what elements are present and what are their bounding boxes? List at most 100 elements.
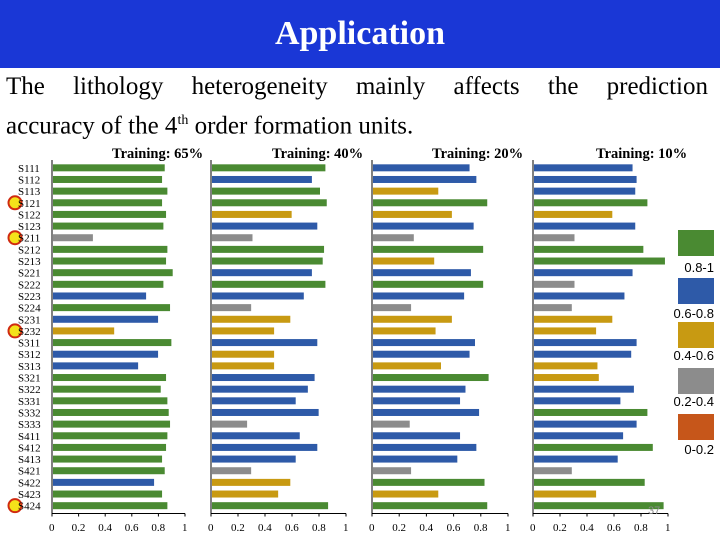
x-tick-label: 0.8 <box>634 522 648 534</box>
slide-title: Application <box>274 15 446 52</box>
x-tick-label: 1 <box>343 522 349 534</box>
bar <box>373 420 410 428</box>
bar <box>53 315 159 323</box>
bar <box>212 269 312 277</box>
description-superscript: th <box>177 113 189 128</box>
panel-title: Training: 40% <box>272 146 363 162</box>
bar <box>53 374 167 382</box>
bar <box>53 397 168 405</box>
category-label: S313 <box>18 361 41 373</box>
bar <box>373 432 461 440</box>
category-label: S331 <box>18 396 41 408</box>
bar <box>373 374 489 382</box>
bar <box>534 222 636 230</box>
bar <box>534 164 633 172</box>
panel-title: Training: 65% <box>112 146 203 162</box>
category-label: S211 <box>18 233 40 245</box>
x-tick-label: 0.6 <box>607 522 621 534</box>
bar <box>53 455 163 463</box>
bar <box>373 362 441 370</box>
bar <box>373 292 465 300</box>
bar <box>53 385 161 393</box>
legend-swatch <box>678 230 714 256</box>
category-label: S411 <box>18 431 40 443</box>
bar <box>212 432 300 440</box>
panel-title: Training: 20% <box>432 146 523 162</box>
bar <box>373 304 412 312</box>
bar <box>373 257 435 265</box>
bar <box>212 245 325 253</box>
bar <box>534 327 597 335</box>
category-label: S123 <box>18 221 41 233</box>
bar <box>373 350 470 358</box>
bar <box>212 467 252 475</box>
category-label: S212 <box>18 244 41 256</box>
bar <box>373 467 412 475</box>
bar <box>212 164 326 172</box>
bar <box>534 257 665 265</box>
bar <box>534 502 664 510</box>
bar <box>534 490 597 498</box>
bar <box>373 210 452 218</box>
bar <box>212 408 319 416</box>
bar <box>53 362 139 370</box>
category-label: S213 <box>18 256 41 268</box>
bar <box>373 455 458 463</box>
x-tick-label: 0.2 <box>231 522 245 534</box>
bar <box>373 397 461 405</box>
legend-swatch <box>678 278 714 304</box>
bar <box>373 478 485 486</box>
legend-label: 0.6-0.8 <box>673 306 714 321</box>
bar <box>53 443 167 451</box>
description-line-1: The lithology heterogeneity mainly affec… <box>6 73 708 100</box>
category-label: S423 <box>18 489 41 501</box>
bar <box>534 280 575 288</box>
bar <box>53 210 167 218</box>
bar <box>53 175 163 183</box>
category-label: S421 <box>18 466 41 478</box>
legend-swatch <box>678 414 714 440</box>
legend-label: 0.8-1 <box>684 260 714 275</box>
bar <box>534 339 637 347</box>
bar <box>534 420 637 428</box>
bar <box>373 280 484 288</box>
x-tick-label: 1 <box>182 522 188 534</box>
bar <box>212 502 329 510</box>
bar <box>212 315 291 323</box>
bar <box>53 292 147 300</box>
bar <box>53 467 165 475</box>
bar <box>53 502 168 510</box>
category-label: S232 <box>18 326 41 338</box>
x-tick-label: 0.8 <box>312 522 326 534</box>
panel-title: Training: 10% <box>596 146 687 162</box>
bar <box>373 187 439 195</box>
bar <box>53 304 171 312</box>
highlight-marker <box>7 230 23 246</box>
bar <box>534 478 645 486</box>
bar <box>212 397 296 405</box>
x-tick-label: 0.6 <box>285 522 299 534</box>
bar <box>373 443 477 451</box>
bar <box>212 304 252 312</box>
bar <box>212 455 296 463</box>
bar <box>534 455 618 463</box>
bar <box>212 339 318 347</box>
x-tick-label: 1 <box>505 522 511 534</box>
bar <box>534 374 599 382</box>
x-tick-label: 0.8 <box>151 522 165 534</box>
category-label: S112 <box>18 174 40 186</box>
bar <box>212 443 318 451</box>
bar <box>212 490 279 498</box>
bar <box>53 408 169 416</box>
bar <box>373 339 475 347</box>
description-line-2-start: accuracy of the 4 <box>6 112 178 140</box>
bar <box>212 350 275 358</box>
bar <box>212 478 291 486</box>
bar <box>53 164 165 172</box>
category-label: S122 <box>18 209 41 221</box>
bar <box>212 374 315 382</box>
bar <box>53 327 115 335</box>
bar <box>534 408 648 416</box>
category-label: S221 <box>18 268 41 280</box>
